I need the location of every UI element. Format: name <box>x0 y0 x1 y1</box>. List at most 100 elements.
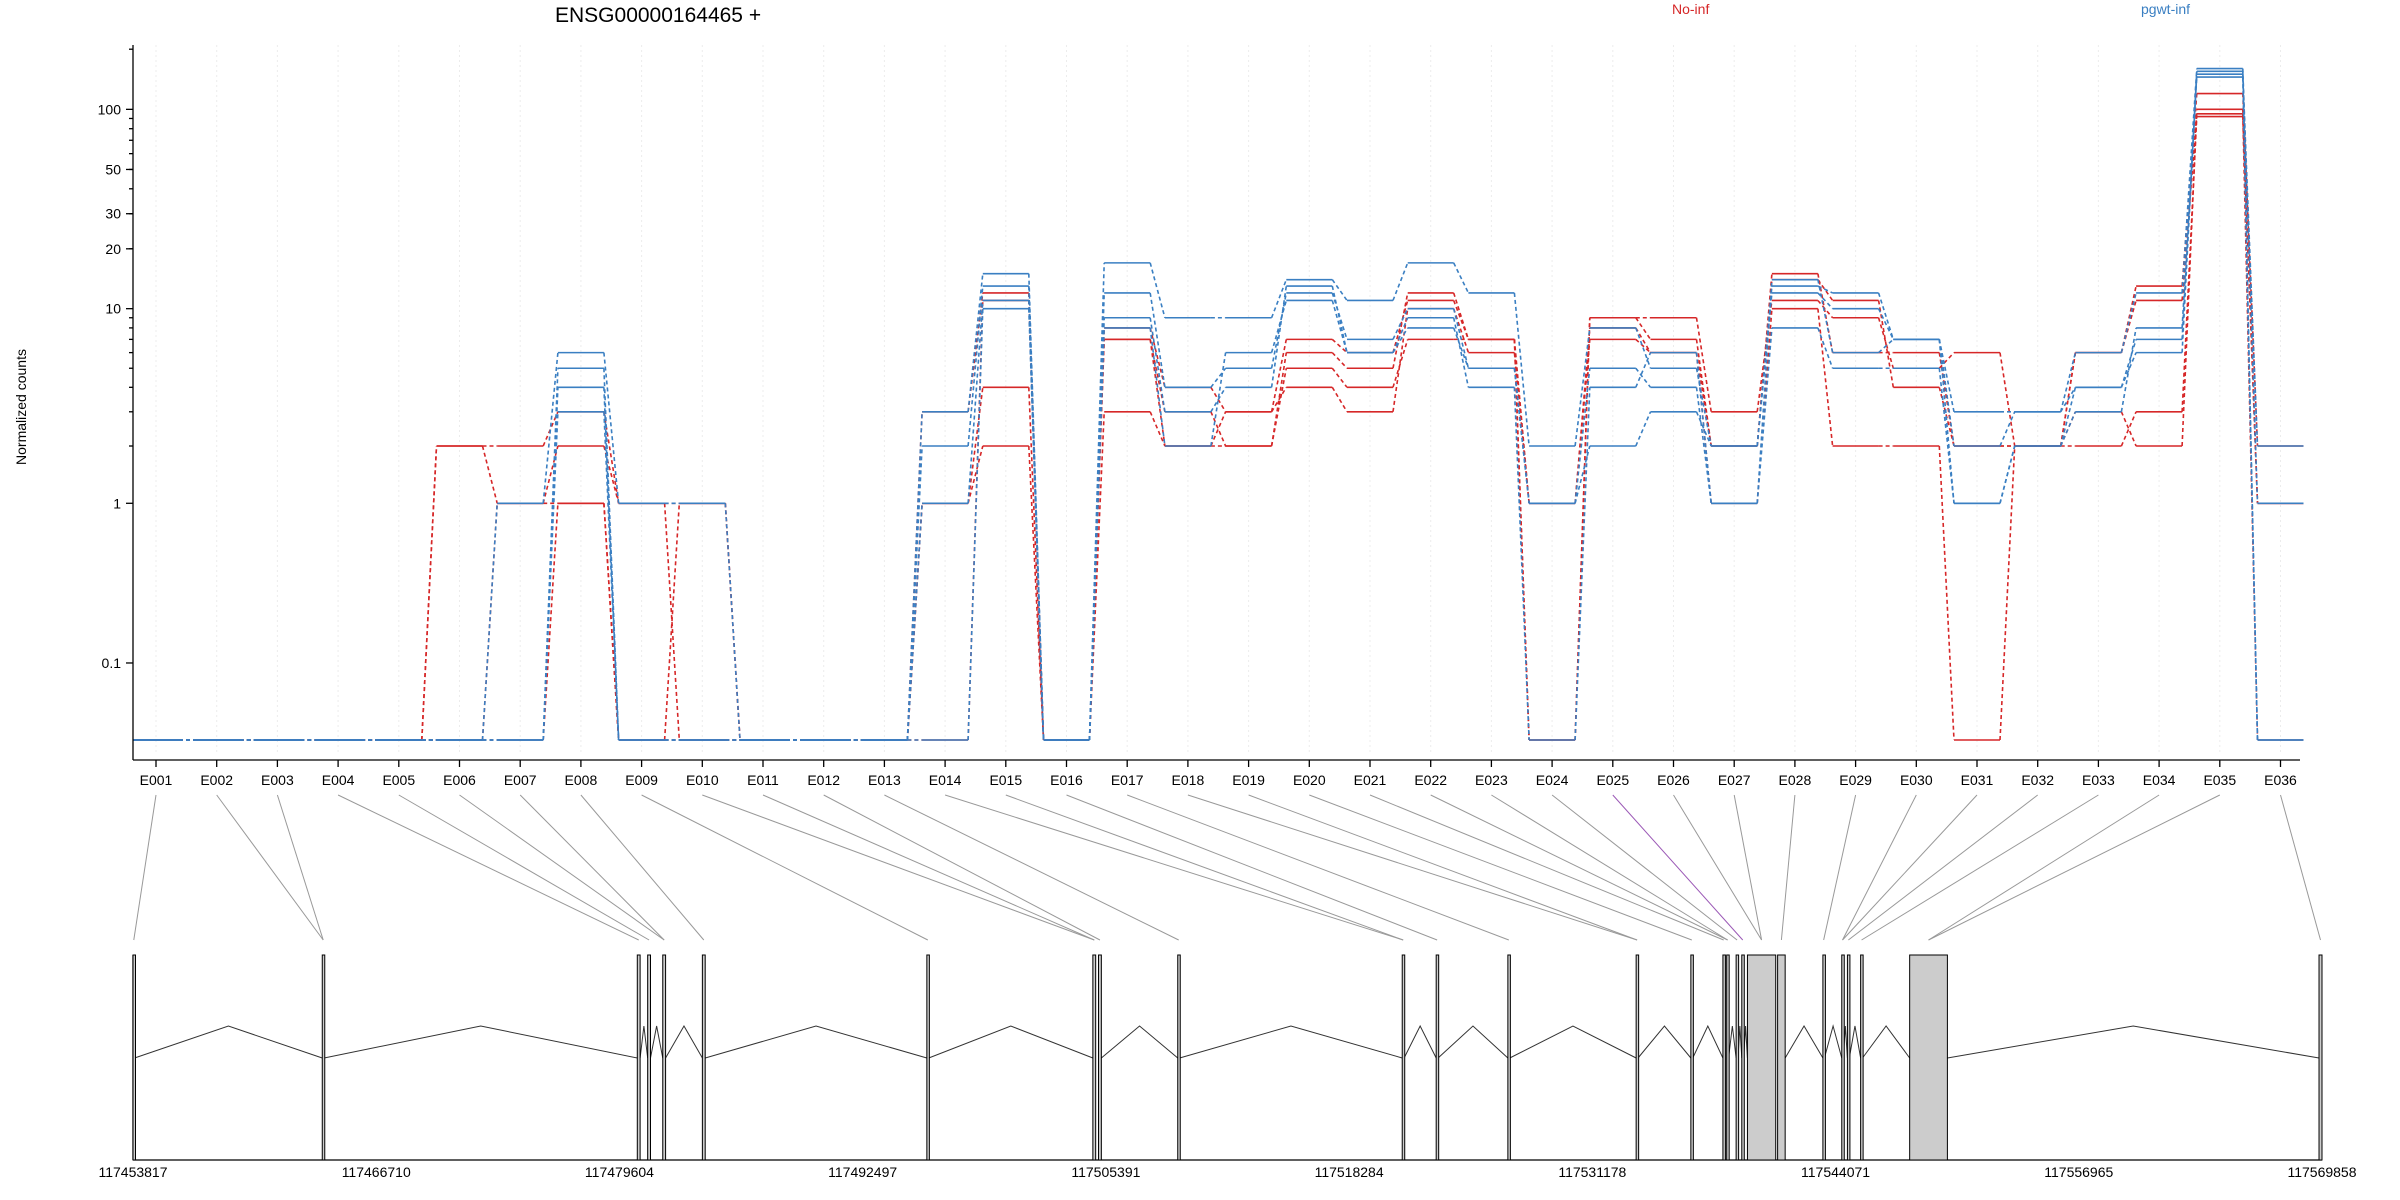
series-riser <box>1574 387 1591 741</box>
series-riser <box>1513 339 1530 741</box>
intron-line <box>1509 1025 1637 1059</box>
series-riser <box>1574 368 1591 504</box>
series-riser <box>663 503 681 741</box>
series-riser <box>1088 411 1105 741</box>
x-tick-label: E005 <box>382 772 415 788</box>
series-riser <box>2059 352 2077 412</box>
series-riser <box>1877 292 1895 340</box>
series-riser <box>2120 411 2137 447</box>
series-riser <box>1574 327 1591 504</box>
series-riser <box>1270 352 1288 447</box>
series-riser <box>1270 386 1287 413</box>
series-pgwt-inf <box>133 73 2304 741</box>
exon-block <box>1092 954 1097 1161</box>
gene-axis-tick-label: 117556965 <box>2044 1164 2113 1180</box>
series-riser <box>603 411 620 741</box>
series-riser <box>2060 386 2077 413</box>
y-tick-label: 50 <box>105 161 121 177</box>
intron-line <box>1848 1025 1862 1059</box>
x-tick-label: E006 <box>443 772 476 788</box>
y-axis-label: Normalized counts <box>13 349 29 465</box>
series-riser <box>542 411 559 741</box>
series-riser <box>421 445 438 741</box>
series-riser <box>1938 445 1955 741</box>
series-riser <box>967 300 984 504</box>
series-riser <box>1392 339 1409 388</box>
series-riser <box>481 503 498 741</box>
series-riser <box>906 503 923 741</box>
series-riser <box>1452 308 1470 369</box>
series-riser <box>1695 352 1712 504</box>
intron-line <box>928 1025 1094 1059</box>
series-riser <box>1817 273 1834 353</box>
exon-connector <box>1780 794 1796 941</box>
series-No-inf <box>133 108 2304 741</box>
x-tick-label: E010 <box>686 772 719 788</box>
x-tick-label: E029 <box>1839 772 1872 788</box>
series-riser <box>1817 292 1834 310</box>
gene-model: 117453817 117466710 117479604 117492497 1175… <box>98 954 2357 1180</box>
series-riser <box>1149 339 1166 412</box>
exon-connector <box>1848 794 2039 941</box>
series-riser <box>1756 292 1773 447</box>
exon-connector <box>2280 794 2321 941</box>
intron-line <box>705 1025 927 1059</box>
exon-connector <box>398 794 650 941</box>
exon-block <box>1177 954 1181 1161</box>
series-riser <box>1635 411 1652 447</box>
series-pgwt-inf <box>133 76 2304 741</box>
exon-connector <box>1842 794 1917 941</box>
intron-line <box>639 1025 649 1059</box>
intron-line <box>650 1025 664 1059</box>
series-riser <box>481 445 498 504</box>
exon-connector <box>1823 794 1857 941</box>
exon-block <box>1435 954 1440 1161</box>
exon-block <box>132 954 136 1161</box>
exon-block <box>1722 954 1726 1161</box>
exon-connector <box>702 794 1095 941</box>
series-riser <box>1817 299 1834 319</box>
x-tick-label: E026 <box>1657 772 1690 788</box>
series-riser <box>2059 411 2077 447</box>
exon-connector <box>1612 794 1744 941</box>
exon-connector <box>1369 794 1724 941</box>
series-riser <box>1513 368 1530 504</box>
series-riser <box>2120 339 2137 388</box>
series-riser <box>1210 411 1227 447</box>
axes: 0.1 1 10 20 30 50 100 E001 E002 E003 E004 E005 E006 E… <box>98 45 2300 788</box>
series-pgwt-inf <box>133 70 2304 741</box>
series-riser <box>1938 339 1955 412</box>
exon-connector <box>944 794 1404 941</box>
series-riser <box>542 352 559 504</box>
series-riser <box>1331 386 1348 413</box>
y-tick-label: 0.1 <box>102 655 122 671</box>
series-riser <box>2120 411 2137 447</box>
series-riser <box>1695 317 1712 412</box>
series-riser <box>1452 262 1470 294</box>
series-riser <box>724 503 741 741</box>
gene-axis-tick-label: 117453817 <box>98 1164 167 1180</box>
exon-block <box>1735 954 1740 1161</box>
exon-connector <box>133 794 157 941</box>
series-riser <box>1210 386 1227 413</box>
series-riser <box>1270 279 1288 319</box>
x-tick-label: E028 <box>1779 772 1812 788</box>
series-riser <box>1088 339 1105 741</box>
series-riser <box>1635 327 1652 369</box>
y-tick-label: 1 <box>113 495 121 511</box>
series-riser <box>1695 368 1712 447</box>
series-riser <box>1270 292 1288 369</box>
gene-axis-tick-label: 117505391 <box>1071 1164 1140 1180</box>
exon-connector <box>276 794 324 941</box>
intron-line <box>1862 1025 1911 1059</box>
x-tick-label: E002 <box>200 772 233 788</box>
series-riser <box>1392 308 1409 340</box>
series-riser <box>1088 339 1105 741</box>
series-riser <box>967 273 984 412</box>
series-riser <box>2120 327 2137 412</box>
series-riser <box>2181 71 2198 353</box>
exon-block <box>1635 954 1640 1161</box>
x-tick-label: E024 <box>1536 772 1569 788</box>
gene-axis-tick-label: 117569858 <box>2287 1164 2356 1180</box>
series-riser <box>1270 339 1288 412</box>
